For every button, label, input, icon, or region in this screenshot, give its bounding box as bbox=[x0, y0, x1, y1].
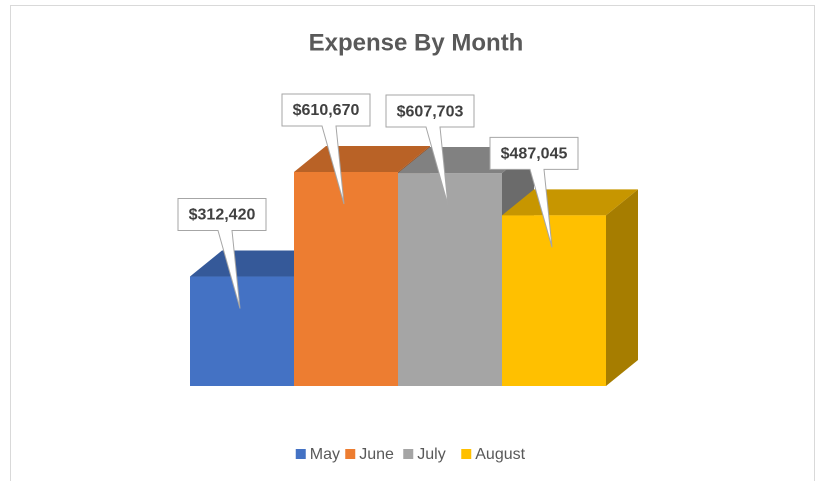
data-label: $610,670 bbox=[293, 102, 360, 119]
data-label-callout bbox=[177, 198, 267, 309]
legend-swatch bbox=[345, 449, 356, 459]
bar bbox=[294, 172, 398, 386]
data-label: $607,703 bbox=[397, 103, 464, 120]
legend-label: June bbox=[359, 446, 394, 463]
data-label: $312,420 bbox=[189, 207, 256, 224]
bar-top bbox=[294, 146, 430, 172]
data-label: $487,045 bbox=[501, 146, 568, 163]
data-label-callout bbox=[489, 136, 579, 248]
bar bbox=[398, 173, 502, 386]
legend-swatch bbox=[403, 449, 414, 459]
legend-swatch bbox=[295, 449, 306, 459]
data-label-callout bbox=[281, 93, 371, 205]
legend-label: August bbox=[475, 446, 525, 463]
legend-swatch bbox=[461, 449, 472, 459]
data-label-callout bbox=[385, 94, 475, 206]
legend-label: July bbox=[417, 446, 445, 463]
bar bbox=[502, 215, 606, 386]
bar-top bbox=[190, 250, 326, 277]
legend-label: May bbox=[310, 446, 340, 463]
bar-side bbox=[606, 189, 638, 386]
bar-top bbox=[502, 189, 638, 216]
bar bbox=[190, 276, 294, 386]
chart-title: Expense By Month bbox=[309, 29, 524, 56]
